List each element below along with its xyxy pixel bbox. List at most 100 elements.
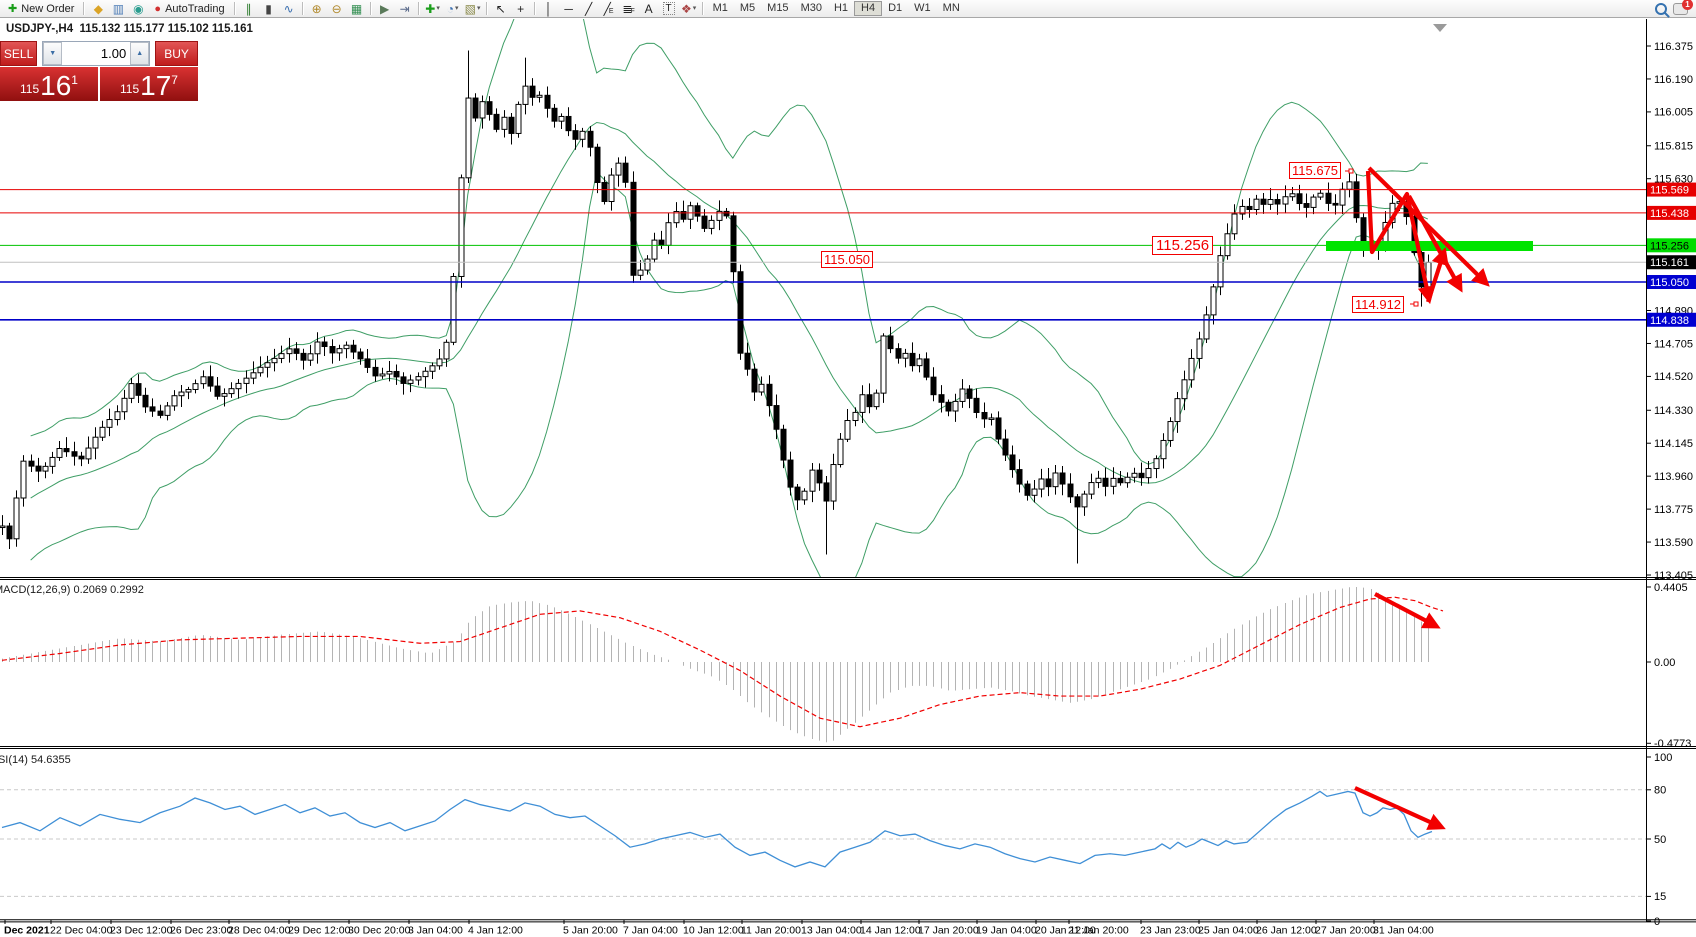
up-arrow[interactable] [1425,246,1449,303]
one-click-trading-panel: SELL ▼ ▲ BUY 115 16 1 115 17 7 [0,41,198,101]
search-icon[interactable] [1655,2,1667,15]
vertical-line-icon[interactable]: │ [544,1,553,16]
text-icon[interactable]: A [644,1,653,16]
bar-chart-icon[interactable]: ∥ [245,1,252,16]
chart-shift-icon[interactable]: ⇥ [399,1,410,16]
toolbar-separator [417,2,420,15]
volume-down-button[interactable]: ▼ [43,42,63,65]
rsi-arrow[interactable] [1354,786,1446,830]
timeframe-button-w1[interactable]: W1 [914,2,931,14]
quote-close: 115.161 [211,23,253,35]
svg-text:19 Jan 04:00: 19 Jan 04:00 [976,925,1037,937]
arrows-icon[interactable]: ❖ ▾ [680,1,697,16]
crosshair-icon[interactable]: + [517,1,525,16]
toolbar: ✚ New Order ◆ ▥ ◉ ● AutoTrading ∥ ▮ ∿ ⊕ ⊖ ▦ ▶ ⇥ ✚ ▾ ◔ ▾ ▧ ▾ ↖… [0,0,1696,18]
sell-price-box[interactable]: 115 16 1 [0,67,98,101]
svg-text:115.630: 115.630 [1654,173,1693,185]
line-chart-icon[interactable]: ∿ [283,1,294,16]
price-callout-115675: 115.675 [1289,162,1342,179]
autotrading-button[interactable]: ● AutoTrading [149,1,229,17]
quote-line: USDJPY-,H4 115.132 115.177 115.102 115.1… [6,23,253,35]
cursor-icon[interactable]: ↖ [495,1,506,16]
notifications-icon[interactable]: 1 [1673,0,1693,15]
trendline-icon[interactable]: ╱ [584,1,593,16]
candlesticks [0,50,1432,564]
svg-text:113.960: 113.960 [1654,471,1693,483]
annotation-arrows[interactable] [1345,166,1490,830]
svg-text:26 Dec 23:00: 26 Dec 23:00 [170,925,233,937]
volume-up-button[interactable]: ▲ [130,42,150,65]
svg-text:21 Jan 20:00: 21 Jan 20:00 [1068,925,1129,937]
buy-button[interactable]: BUY [155,41,198,66]
svg-text:113.775: 113.775 [1654,504,1693,516]
text-label-icon[interactable]: T [660,1,678,17]
svg-text:26 Jan 12:00: 26 Jan 12:00 [1256,925,1317,937]
toolbar-separator [485,2,488,15]
svg-text:116.005: 116.005 [1654,107,1693,119]
templates-icon[interactable]: ▧ ▾ [464,1,481,16]
svg-text:Dec 2021: Dec 2021 [4,925,50,937]
auto-scroll-icon[interactable]: ▶ [379,1,390,16]
indicators-icon[interactable]: ✚ ▾ [425,1,440,16]
candlestick-chart-icon[interactable]: ▮ [265,1,272,16]
chart-shift-marker[interactable] [1433,24,1447,32]
tile-windows-icon[interactable]: ▦ [350,1,363,16]
svg-text:27 Jan 20:00: 27 Jan 20:00 [1315,925,1376,937]
svg-text:114.705: 114.705 [1654,338,1693,350]
svg-text:0.4405: 0.4405 [1654,582,1688,594]
timeframe-button-d1[interactable]: D1 [888,2,903,14]
quote-high: 115.177 [123,23,165,35]
quote-open: 115.132 [79,23,121,35]
rsi-panel[interactable] [0,789,1646,897]
zoom-in-icon[interactable]: ⊕ [311,1,322,16]
svg-text:29 Dec 12:00: 29 Dec 12:00 [288,925,351,937]
sell-button[interactable]: SELL [0,41,38,66]
symbol-period: USDJPY-,H4 [6,23,74,35]
volume-input[interactable] [62,42,131,65]
timeframe-button-h4[interactable]: H4 [854,1,883,16]
svg-text:23 Jan 23:00: 23 Jan 23:00 [1140,925,1201,937]
macd-indicator-label: MACD(12,26,9) 0.2069 0.2992 [0,584,144,596]
svg-text:7 Jan 04:00: 7 Jan 04:00 [623,925,678,937]
timeframe-button-m30[interactable]: M30 [800,2,822,14]
chart-area[interactable]: 116.375 116.190 116.005 115.815 115.630 114.8… [0,18,1696,937]
sell-price-prefix: 115 [20,82,40,96]
horizontal-line-icon[interactable]: ─ [564,1,573,16]
mid-arrow[interactable] [1407,194,1463,293]
buy-price-box[interactable]: 115 17 7 [100,67,198,101]
macd-signal-line [1,596,1444,728]
macd-panel[interactable] [1,587,1444,743]
signals-icon[interactable]: ◉ [133,1,144,16]
fibonacci-icon[interactable]: ≣ F [622,1,635,16]
new-order-button[interactable]: ✚ New Order [3,1,79,17]
support-zone-bar[interactable] [1326,241,1533,251]
zigzag-arrow[interactable] [1365,170,1436,305]
svg-text:113.405: 113.405 [1654,570,1693,582]
history-center-icon[interactable]: ◆ [93,1,104,16]
svg-text:100: 100 [1654,752,1672,764]
svg-text:113.590: 113.590 [1654,537,1693,549]
timeframe-button-mn[interactable]: MN [942,2,960,14]
svg-text:15: 15 [1654,891,1666,903]
timeframe-button-m15[interactable]: M15 [767,2,789,14]
toolbar-separator [233,2,236,15]
notification-badge: 1 [1682,0,1693,10]
svg-text:0: 0 [1654,916,1660,928]
timeframe-button-m5[interactable]: M5 [739,2,756,14]
price-tag: 114.838 [1650,315,1689,327]
svg-text:116.375: 116.375 [1654,41,1693,53]
svg-text:25 Jan 04:00: 25 Jan 04:00 [1198,925,1259,937]
svg-text:5 Jan 20:00: 5 Jan 20:00 [563,925,618,937]
equidistant-channel-icon[interactable]: ╱ E [603,1,614,16]
svg-text:14 Jan 12:00: 14 Jan 12:00 [860,925,921,937]
periods-icon[interactable]: ◔ ▾ [446,1,459,16]
timeframe-button-h1[interactable]: H1 [833,2,849,14]
price-axis[interactable]: 116.375 116.190 116.005 115.815 115.630 114.8… [1646,41,1696,928]
timeframe-button-m1[interactable]: M1 [712,2,728,14]
zoom-out-icon[interactable]: ⊖ [331,1,342,16]
metaeditor-icon[interactable]: ▥ [112,1,125,16]
macd-arrow[interactable] [1374,592,1441,629]
bollinger-band [30,19,1428,465]
rsi-indicator-label: RSI(14) 54.6355 [0,754,71,766]
